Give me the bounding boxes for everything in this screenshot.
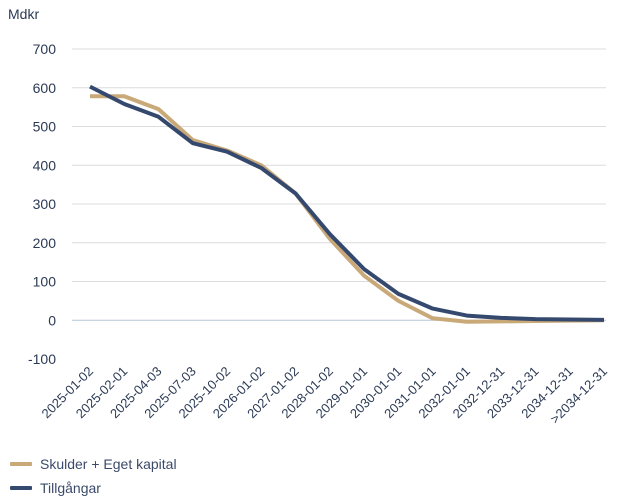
legend-item-skulder: Skulder + Eget kapital (10, 452, 177, 476)
y-tick-label: 400 (33, 157, 57, 173)
x-tick-labels: 2025-01-022025-02-012025-04-032025-07-03… (38, 364, 610, 427)
y-tick-labels: -100 0 100 200 300 400 500 600 700 (28, 41, 56, 367)
legend-item-tillgangar: Tillgångar (10, 476, 177, 500)
y-tick-label: 200 (33, 235, 57, 251)
series-line-skulder-eget-kapital (90, 94, 605, 324)
series-lines (89, 84, 605, 324)
y-axis-unit-label: Mdkr (8, 6, 40, 22)
y-tick-label: 500 (33, 119, 57, 135)
y-tick-label: 0 (48, 312, 56, 328)
y-tick-label: 100 (33, 274, 57, 290)
series-line-tillgangar (89, 84, 605, 322)
y-tick-label: 700 (33, 41, 57, 57)
legend-label-tillgangar: Tillgångar (40, 480, 101, 496)
y-tick-label: 300 (33, 196, 57, 212)
legend: Skulder + Eget kapital Tillgångar (10, 452, 177, 500)
legend-swatch-tillgangar (10, 486, 32, 490)
legend-swatch-skulder (10, 462, 32, 466)
y-tick-label: -100 (28, 351, 56, 367)
grid (72, 48, 606, 321)
y-tick-label: 600 (33, 80, 57, 96)
legend-label-skulder: Skulder + Eget kapital (40, 456, 177, 472)
